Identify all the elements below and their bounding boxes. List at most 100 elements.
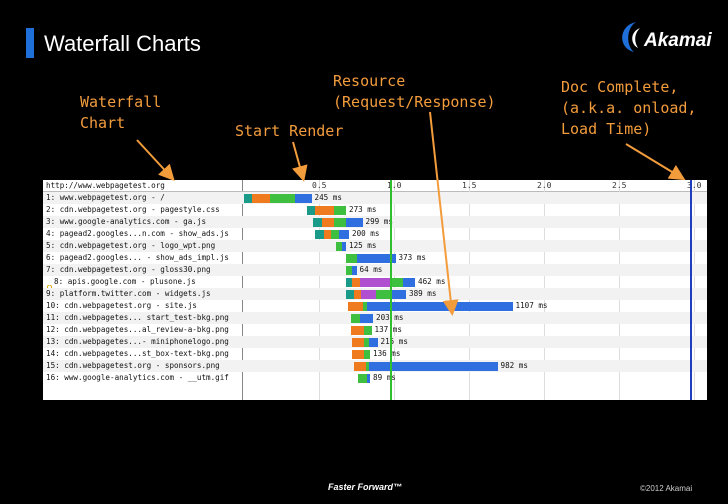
bar-segment-download (403, 277, 415, 287)
bar-segment-connect (251, 193, 270, 203)
request-duration: 125 ms (349, 241, 377, 250)
bar-segment-ttfb (269, 193, 295, 203)
request-duration: 299 ms (365, 217, 393, 226)
request-url: 8: apis.google.com - plusone.js (54, 277, 196, 286)
row-background (43, 264, 707, 276)
bar-segment-ttfb (331, 229, 339, 239)
request-url: 7: cdn.webpagetest.org - gloss30.png (46, 265, 211, 274)
bar-segment-connect (353, 289, 361, 299)
bar-segment-connect (352, 337, 364, 347)
bar-segment-download (295, 193, 312, 203)
copyright: ©2012 Akamai (640, 484, 693, 493)
doc-complete-annotation: Doc Complete, (a.k.a. onload, Load Time) (561, 78, 697, 138)
bar-segment-connect (322, 217, 334, 227)
bar-segment-connect (352, 349, 364, 359)
request-duration: 89 ms (373, 373, 396, 382)
title-accent-bar (26, 28, 34, 58)
bar-segment-ttfb (389, 277, 403, 287)
bar-segment-ttfb (346, 265, 352, 275)
request-url: 13: cdn.webpagetes...- miniphonelogo.png (46, 337, 229, 346)
waterfall-header-rule (43, 191, 707, 192)
bar-segment-connect (314, 205, 334, 215)
bar-segment-download (368, 361, 498, 371)
row-background (43, 240, 707, 252)
row-background (43, 192, 707, 204)
bar-segment-ttfb (365, 361, 369, 371)
request-url: 10: cdn.webpagetest.org - site.js (46, 301, 197, 310)
bar-segment-download (359, 313, 373, 323)
bar-segment-ttfb (350, 313, 360, 323)
request-url: 12: cdn.webpagetes...al_review-a-bkg.png (46, 325, 229, 334)
bar-segment-download (346, 217, 363, 227)
waterfall-arrow (136, 139, 175, 181)
page-url: http://www.webpagetest.org (46, 181, 165, 190)
request-duration: 200 ms (352, 229, 380, 238)
tick-label: 1.5 (462, 181, 477, 190)
request-url: 2: cdn.webpagetest.org - pagestyle.css (46, 205, 220, 214)
waterfall-chart: 0.5 1.0 1.5 2.0 2.5 3.0 http://www.webpagetest… (43, 180, 707, 400)
resource-annotation: Resource (Request/Response) (333, 72, 496, 111)
bar-segment-connect (352, 277, 360, 287)
bar-segment-download (352, 265, 357, 275)
bar-segment-download (356, 253, 396, 263)
bar-segment-connect (323, 229, 331, 239)
request-url: 3: www.google-analytics.com - ga.js (46, 217, 207, 226)
bar-segment-ttfb (364, 349, 370, 359)
bar-segment-ssl (361, 289, 376, 299)
akamai-logo-icon (622, 22, 640, 52)
bar-segment-ttfb (362, 301, 367, 311)
request-duration: 245 ms (314, 193, 342, 202)
request-duration: 373 ms (398, 253, 426, 262)
bar-segment-download (338, 229, 349, 239)
waterfall-annotation: Waterfall Chart (80, 93, 162, 132)
row-background (43, 312, 707, 324)
tick-label: 3.0 (687, 181, 702, 190)
tick-label: 2.0 (537, 181, 552, 190)
bar-segment-connect (347, 301, 363, 311)
bar-segment-dns (313, 217, 322, 227)
request-duration: 136 ms (373, 349, 401, 358)
request-duration: 215 ms (380, 337, 408, 346)
request-duration: 462 ms (418, 277, 446, 286)
start-render-line (389, 180, 392, 400)
start-render-annotation: Start Render (235, 122, 344, 140)
request-duration: 64 ms (359, 265, 383, 274)
bar-segment-ttfb (334, 217, 346, 227)
bar-segment-download (341, 241, 346, 251)
bar-segment-ttfb (364, 337, 369, 347)
request-url: 5: cdn.webpagetest.org - logo_wpt.png (46, 241, 216, 250)
bar-segment-download (391, 289, 406, 299)
request-url: 15: cdn.webpagetest.org - sponsors.png (46, 361, 220, 370)
bar-segment-ttfb (334, 205, 346, 215)
footer-tagline: Faster Forward™ (328, 482, 403, 492)
akamai-logo-text: Akamai (644, 30, 712, 51)
start-render-arrow (292, 141, 308, 182)
request-url: 4: pagead2.googles...n.com - show_ads.js (46, 229, 229, 238)
bar-segment-ttfb (358, 373, 367, 383)
bar-segment-download (368, 337, 378, 347)
tick-label: 1.0 (387, 181, 402, 190)
slide-title: Waterfall Charts (44, 31, 201, 56)
request-duration: 1107 ms (515, 301, 548, 310)
bar-segment-connect (350, 325, 364, 335)
bar-segment-dns (346, 277, 352, 287)
bar-segment-dns (244, 193, 252, 203)
bar-segment-ttfb (335, 241, 342, 251)
lock-icon (46, 278, 53, 293)
request-url: 1: www.webpagetest.org - / (46, 193, 165, 202)
tick-label: 0.5 (312, 181, 327, 190)
request-url: 16: www.google-analytics.com - __utm.gif (46, 373, 229, 382)
bar-segment-connect (353, 361, 366, 371)
bar-segment-dns (314, 229, 324, 239)
request-url: 14: cdn.webpagetes...st_box-text-bkg.png (46, 349, 229, 358)
bar-segment-ttfb (376, 289, 391, 299)
request-url: 9: platform.twitter.com - widgets.js (46, 289, 211, 298)
bar-segment-ssl (359, 277, 390, 287)
bar-segment-dns (307, 205, 315, 215)
tick-label: 2.5 (612, 181, 627, 190)
request-url: 11: cdn.webpagetes... start_test-bkg.png (46, 313, 229, 322)
request-duration: 389 ms (409, 289, 437, 298)
request-url: 6: pagead2.googles... - show_ads_impl.js (46, 253, 229, 262)
bar-segment-ttfb (364, 325, 372, 335)
request-duration: 982 ms (500, 361, 528, 370)
